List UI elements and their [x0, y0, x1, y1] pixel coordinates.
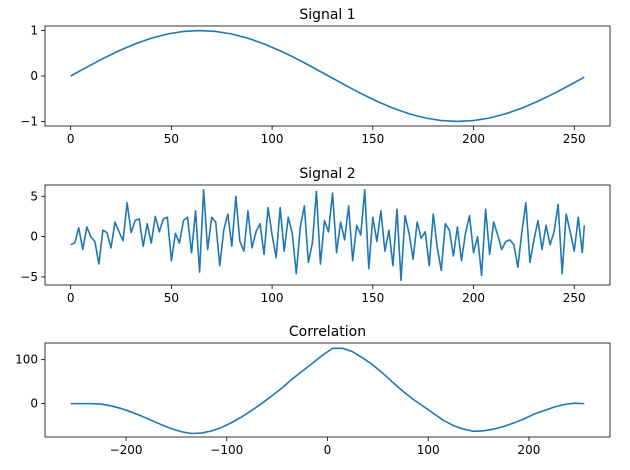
y-tick-label: 0 — [30, 69, 38, 83]
y-tick-label: −5 — [20, 270, 38, 284]
y-tick-label: 0 — [30, 230, 38, 244]
y-tick-label: −1 — [20, 114, 38, 128]
x-tick-label: 0 — [324, 443, 332, 457]
x-tick-label: 150 — [361, 132, 384, 146]
x-tick-label: −100 — [210, 443, 243, 457]
y-tick-label: 5 — [30, 189, 38, 203]
x-tick-label: 250 — [563, 291, 586, 305]
x-tick-label: 200 — [462, 291, 485, 305]
series-line — [70, 347, 585, 435]
x-tick-label: 100 — [417, 443, 440, 457]
x-tick-label: 50 — [164, 291, 179, 305]
y-tick-label: 100 — [15, 353, 38, 367]
chart-panel: Signal 1 0 50 100 150 200 250 −1 0 1 — [20, 7, 611, 146]
x-tick-label: 100 — [261, 132, 284, 146]
chart-panel: Correlation −200 −100 0 100 200 0 100 — [15, 324, 611, 457]
axes-frame — [44, 184, 611, 286]
x-tick-label: 100 — [261, 291, 284, 305]
x-tick-label: 0 — [67, 132, 75, 146]
series-line — [70, 189, 586, 281]
y-tick-label: 1 — [30, 24, 38, 38]
chart-title: Signal 2 — [299, 166, 355, 182]
chart-title: Signal 1 — [299, 7, 355, 23]
x-tick-label: 250 — [563, 132, 586, 146]
series-line — [70, 29, 585, 123]
chart-panel: Signal 2 0 50 100 150 200 250 −5 0 5 — [20, 166, 611, 305]
x-tick-label: 50 — [164, 132, 179, 146]
x-tick-label: 150 — [361, 291, 384, 305]
y-tick-label: 0 — [30, 397, 38, 411]
x-tick-label: 200 — [462, 132, 485, 146]
x-tick-label: 0 — [67, 291, 75, 305]
x-tick-label: −200 — [110, 443, 143, 457]
x-tick-label: 200 — [517, 443, 540, 457]
axes-frame — [44, 342, 611, 438]
chart-title: Correlation — [289, 324, 366, 340]
